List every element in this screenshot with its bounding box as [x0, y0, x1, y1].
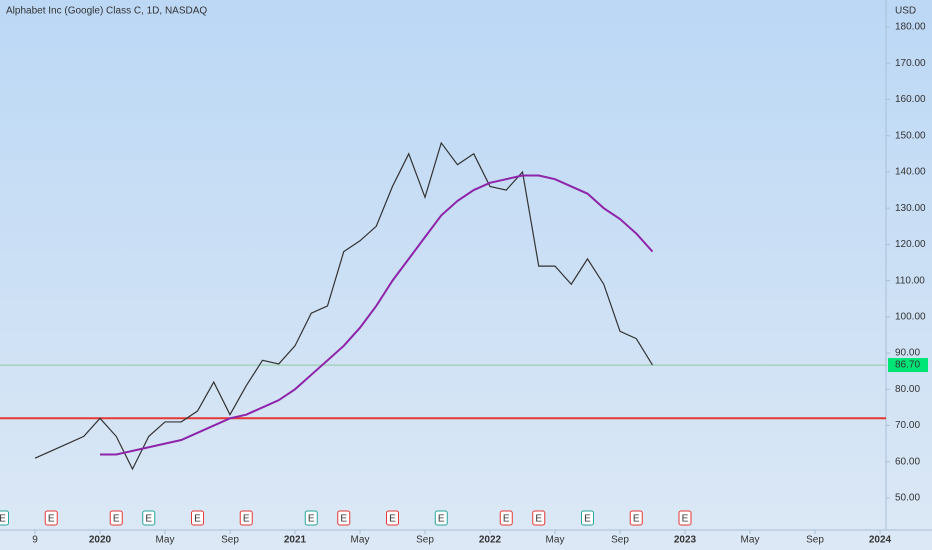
earnings-marker: [434, 510, 448, 526]
earnings-label: E: [48, 514, 55, 525]
x-tick-label: Sep: [416, 535, 434, 546]
earnings-label: E: [0, 514, 6, 525]
earnings-marker: [304, 510, 318, 526]
x-tick-label: 2024: [869, 535, 892, 546]
last-price-box: [888, 358, 928, 373]
earnings-marker: [629, 510, 643, 526]
earnings-marker: [191, 510, 204, 526]
earnings-label: E: [340, 514, 347, 525]
y-tick-label: 70.00: [895, 420, 920, 431]
last-price-label: 86.70: [895, 360, 920, 371]
price-line: [34, 141, 654, 471]
earnings-label: E: [308, 514, 315, 525]
x-tick-label: 2020: [89, 535, 112, 546]
earnings-label: E: [503, 514, 510, 525]
x-tick-label: Sep: [221, 535, 239, 546]
x-tick-label: 2021: [284, 535, 307, 546]
x-tick-label: May: [546, 535, 565, 546]
earnings-marker: [44, 510, 58, 526]
earnings-label: E: [438, 514, 445, 525]
earnings-marker: [386, 510, 399, 526]
y-tick-label: 80.00: [895, 384, 920, 395]
chart-title: Alphabet Inc (Google) Class C, 1D, NASDA…: [6, 6, 207, 17]
earnings-label: E: [682, 514, 689, 525]
y-tick-label: 60.00: [895, 456, 920, 467]
x-tick-label: Sep: [806, 535, 824, 546]
price-line: [100, 174, 654, 456]
y-tick-label: 150.00: [895, 130, 926, 141]
earnings-label: E: [389, 514, 396, 525]
x-tick-label: 2022: [479, 535, 502, 546]
y-tick-label: 100.00: [895, 311, 926, 322]
earnings-marker: [239, 510, 253, 526]
y-tick-label: 140.00: [895, 167, 926, 178]
earnings-marker: [142, 510, 156, 526]
y-tick-label: 130.00: [895, 203, 926, 214]
earnings-marker: [109, 510, 123, 526]
earnings-label: E: [633, 514, 640, 525]
earnings-marker: [499, 510, 513, 526]
earnings-label: E: [194, 514, 201, 525]
earnings-marker: [581, 510, 594, 526]
y-tick-label: 50.00: [895, 493, 920, 504]
earnings-marker: [0, 510, 9, 526]
y-tick-label: 160.00: [895, 94, 926, 105]
y-tick-label: 90.00: [895, 348, 920, 359]
earnings-label: E: [113, 514, 120, 525]
x-tick-label: May: [351, 535, 370, 546]
y-tick-label: 180.00: [895, 22, 926, 33]
x-tick-label: 2023: [674, 535, 697, 546]
x-tick-label: May: [741, 535, 760, 546]
earnings-label: E: [243, 514, 250, 525]
earnings-label: E: [535, 514, 542, 525]
earnings-marker: [678, 510, 692, 526]
earnings-marker: [532, 510, 546, 526]
earnings-marker: [337, 510, 351, 526]
x-tick-label: Sep: [611, 535, 629, 546]
x-tick-label: 9: [32, 535, 38, 546]
y-tick-label: 120.00: [895, 239, 926, 250]
earnings-label: E: [145, 514, 152, 525]
axis-unit: USD: [895, 6, 916, 17]
y-tick-label: 170.00: [895, 58, 926, 69]
y-tick-label: 110.00: [895, 275, 925, 286]
earnings-label: E: [584, 514, 591, 525]
x-tick-label: May: [156, 535, 175, 546]
